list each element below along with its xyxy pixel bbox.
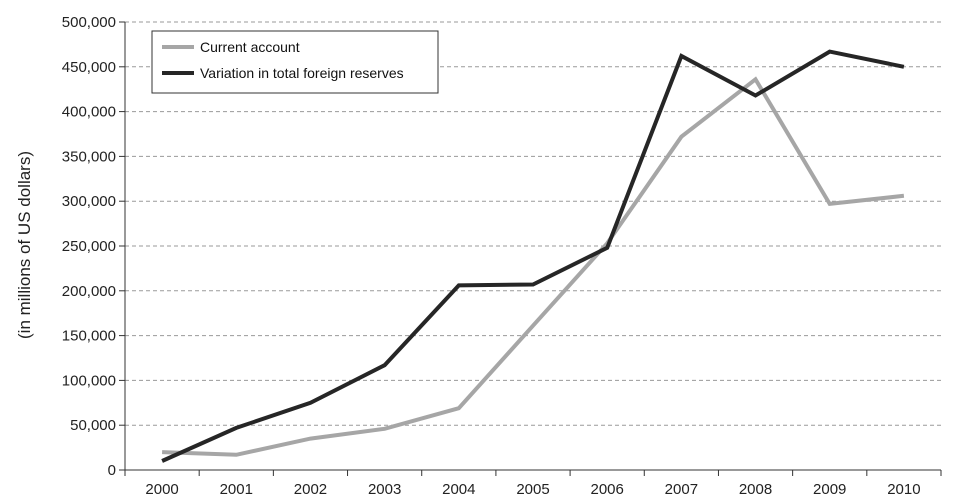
y-tick-label: 100,000 (62, 372, 116, 389)
x-tick-label: 2005 (516, 481, 549, 498)
x-tick-label: 2009 (813, 481, 846, 498)
legend-label-current-account: Current account (200, 39, 300, 55)
legend-label-foreign-reserves: Variation in total foreign reserves (200, 65, 404, 81)
y-tick-label: 0 (108, 462, 116, 479)
y-tick-label: 400,000 (62, 104, 116, 121)
x-tick-label: 2003 (368, 481, 401, 498)
y-tick-label: 200,000 (62, 283, 116, 300)
y-tick-label: 150,000 (62, 328, 116, 345)
y-axis: 0 50,000 100,000 150,000 200,000 250,000 300,0… (62, 14, 126, 479)
x-tick-label: 2002 (294, 481, 327, 498)
y-tick-label: 300,000 (62, 193, 116, 210)
y-tick-label: 250,000 (62, 238, 116, 255)
y-tick-label: 350,000 (62, 148, 116, 165)
x-tick-label: 2000 (145, 481, 178, 498)
y-axis-title: (in millions of US dollars) (15, 151, 34, 339)
x-tick-label: 2007 (665, 481, 698, 498)
series-line-1 (161, 49, 905, 463)
legend: Current account Variation in total forei… (151, 30, 439, 94)
x-tick-label: 2001 (220, 481, 253, 498)
series-line-0 (162, 76, 905, 457)
x-tick-label: 2006 (590, 481, 623, 498)
x-tick-label: 2010 (887, 481, 920, 498)
y-tick-label: 500,000 (62, 14, 116, 31)
grid-lines (125, 21, 941, 426)
legend-box (151, 30, 439, 94)
x-tick-label: 2008 (739, 481, 772, 498)
y-tick-label: 450,000 (62, 59, 116, 76)
x-tick-label: 2004 (442, 481, 475, 498)
y-tick-label: 50,000 (70, 417, 116, 434)
x-axis-ticks (124, 470, 942, 476)
x-axis: 2000 2001 2002 2003 2004 2005 2006 2007 2008 2009… (125, 469, 941, 498)
series-lines (161, 49, 905, 463)
